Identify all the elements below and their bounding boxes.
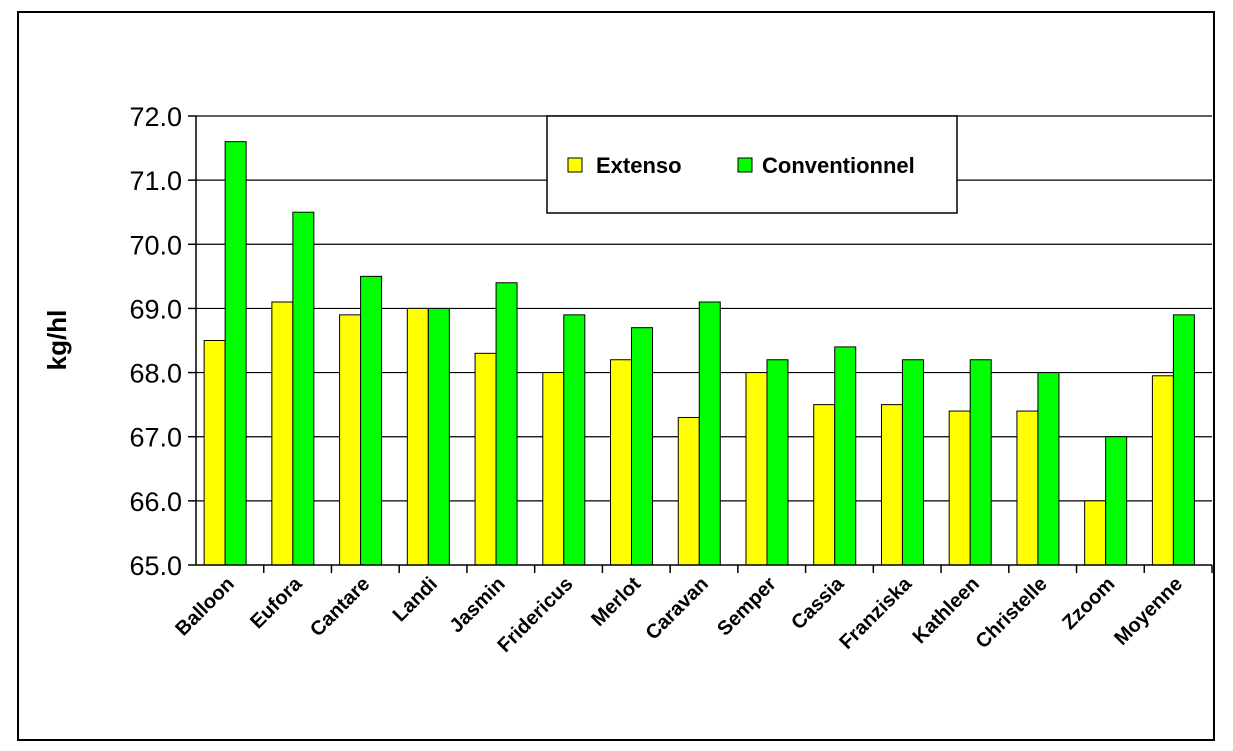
bar-extenso-jasmin <box>474 352 497 566</box>
bar-conventionnel-cassia <box>834 346 857 566</box>
y-tick-label: 68.0 <box>129 359 182 389</box>
bar-conventionnel-caravan <box>698 301 721 566</box>
y-tick-label: 72.0 <box>129 102 182 132</box>
bar-conventionnel-balloon <box>224 141 247 566</box>
legend-swatch-extenso <box>567 157 583 173</box>
y-tick-label: 71.0 <box>129 166 182 196</box>
bar-conventionnel-merlot <box>631 327 654 566</box>
legend-label-extenso: Extenso <box>596 153 682 178</box>
y-tick-label: 67.0 <box>129 423 182 453</box>
bar-conventionnel-eufora <box>292 211 315 566</box>
bar-extenso-semper <box>745 372 768 566</box>
bar-conventionnel-jasmin <box>495 282 518 566</box>
bar-extenso-cassia <box>813 404 836 566</box>
bar-conventionnel-christelle <box>1037 372 1060 566</box>
legend-label-conventionnel: Conventionnel <box>762 153 915 178</box>
bar-extenso-franziska <box>880 404 903 566</box>
bar-conventionnel-cantare <box>360 275 383 566</box>
bar-extenso-merlot <box>610 359 633 566</box>
bar-extenso-balloon <box>203 340 226 566</box>
bar-extenso-zzoom <box>1084 500 1107 566</box>
bar-extenso-landi <box>406 307 429 566</box>
y-tick-label: 65.0 <box>129 551 182 581</box>
axes <box>188 115 1213 573</box>
bar-extenso-christelle <box>1016 410 1039 566</box>
y-axis-title: kg/hl <box>42 310 72 371</box>
y-tick-labels: 65.0 66.0 67.0 68.0 69.0 70.0 71.0 72.0 <box>129 102 182 581</box>
bar-extenso-caravan <box>677 416 700 566</box>
bar-extenso-cantare <box>339 314 362 566</box>
legend-swatch-conventionnel <box>737 157 753 173</box>
legend: Extenso Conventionnel <box>546 115 958 214</box>
bar-conventionnel-zzoom <box>1105 436 1128 566</box>
bar-extenso-fridericus <box>542 372 565 566</box>
bar-extenso-kathleen <box>948 410 971 566</box>
y-tick-label: 66.0 <box>129 487 182 517</box>
bar-conventionnel-franziska <box>901 359 924 566</box>
bar-extenso-eufora <box>271 301 294 566</box>
bar-conventionnel-semper <box>766 359 789 566</box>
y-tick-label: 70.0 <box>129 230 182 260</box>
bar-conventionnel-kathleen <box>969 359 992 566</box>
bar-extenso-moyenne <box>1151 375 1174 566</box>
bar-conventionnel-fridericus <box>563 314 586 566</box>
bar-conventionnel-moyenne <box>1172 314 1195 566</box>
y-tick-label: 69.0 <box>129 294 182 324</box>
bars <box>203 141 1195 566</box>
bar-conventionnel-landi <box>427 307 450 566</box>
